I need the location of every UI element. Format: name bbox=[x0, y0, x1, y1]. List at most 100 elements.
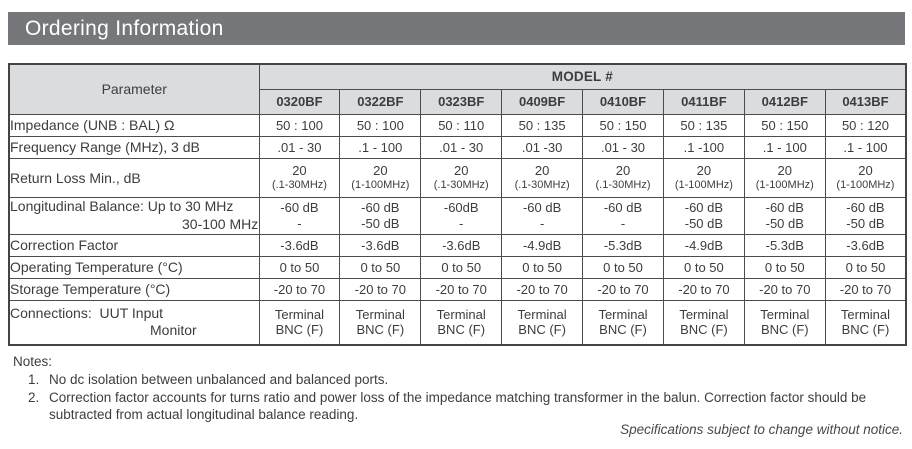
table-cell: -3.6dB bbox=[420, 233, 503, 257]
model-numbers-row: 0320BF 0322BF 0323BF 0409BF 0410BF 0411B… bbox=[9, 88, 907, 115]
table-cell: 50 : 135 bbox=[501, 113, 584, 137]
cell-value-30mhz: -60 dB bbox=[846, 199, 885, 215]
table-cell: .1 -100 bbox=[662, 135, 745, 159]
cell-connector-type: Terminal bbox=[436, 306, 486, 322]
row-label-line1: Longitudinal Balance: Up to 30 MHz bbox=[10, 198, 234, 215]
note-item: 2. Correction factor accounts for turns … bbox=[13, 389, 912, 424]
table-cell: Terminal BNC (F) bbox=[582, 299, 664, 346]
table-cell: .01 -30 bbox=[501, 135, 584, 159]
table-cell: -20 to 70 bbox=[420, 277, 503, 301]
page-title: Ordering Information bbox=[8, 12, 905, 45]
table-cell: -60 dB - bbox=[501, 196, 584, 235]
cell-value-30mhz: -60 dB bbox=[765, 199, 804, 215]
table-cell: -20 to 70 bbox=[582, 277, 664, 301]
table-cell: Terminal BNC (F) bbox=[258, 299, 341, 346]
note-number: 1. bbox=[28, 372, 40, 388]
table-cell: -20 to 70 bbox=[824, 277, 907, 301]
table-cell: 20 (1-100MHz) bbox=[743, 157, 826, 198]
table-cell: -3.6dB bbox=[824, 233, 907, 257]
cell-connector-spec: BNC (F) bbox=[356, 322, 405, 338]
row-storage-temperature: Storage Temperature (°C) -20 to 70 -20 t… bbox=[8, 277, 907, 301]
cell-connector-type: Terminal bbox=[598, 306, 648, 322]
table-cell: Terminal BNC (F) bbox=[501, 299, 584, 346]
row-label-line2: 30-100 MHz bbox=[182, 215, 259, 232]
table-cell: -4.9dB bbox=[662, 233, 745, 257]
table-cell: -60 dB -50 dB bbox=[743, 196, 826, 235]
row-label: Operating Temperature (°C) bbox=[8, 255, 260, 279]
model-header-0320bf: 0320BF bbox=[258, 88, 341, 115]
cell-connector-type: Terminal bbox=[274, 306, 324, 322]
row-correction-factor: Correction Factor -3.6dB -3.6dB -3.6dB -… bbox=[8, 233, 907, 257]
specifications-disclaimer: Specifications subject to change without… bbox=[620, 422, 903, 437]
table-cell: 0 to 50 bbox=[501, 255, 584, 279]
cell-value: 20 bbox=[615, 163, 631, 179]
cell-value-100mhz: -50 dB bbox=[361, 215, 400, 231]
table-cell: -4.9dB bbox=[501, 233, 584, 257]
table-cell: .01 - 30 bbox=[258, 135, 341, 159]
table-cell: 0 to 50 bbox=[339, 255, 422, 279]
row-label: Return Loss Min., dB bbox=[8, 157, 260, 198]
row-label-line1: Connections: UUT Input bbox=[10, 305, 164, 322]
table-cell: Terminal BNC (F) bbox=[743, 299, 826, 346]
cell-range: (.1-30MHz) bbox=[271, 178, 327, 191]
table-cell: 20 (1-100MHz) bbox=[824, 157, 907, 198]
cell-value-30mhz: -60 dB bbox=[280, 199, 319, 215]
model-header-0412bf: 0412BF bbox=[743, 88, 826, 115]
ordering-information-table: Parameter MODEL # 0320BF 0322BF 0323BF 0… bbox=[8, 63, 908, 346]
table-cell: 50 : 150 bbox=[743, 113, 826, 137]
row-return-loss: Return Loss Min., dB 20 (.1-30MHz) 20 (1-1… bbox=[8, 157, 907, 198]
cell-value-30mhz: -60 dB bbox=[603, 199, 643, 215]
cell-value-100mhz: - bbox=[297, 215, 302, 231]
cell-range: (1-100MHz) bbox=[755, 178, 814, 191]
table-cell: Terminal BNC (F) bbox=[824, 299, 907, 346]
table-cell: 50 : 120 bbox=[824, 113, 907, 137]
cell-value-100mhz: -50 dB bbox=[765, 215, 804, 231]
cell-value-30mhz: -60 dB bbox=[522, 199, 562, 215]
model-header-0411bf: 0411BF bbox=[662, 88, 745, 115]
cell-value: 20 bbox=[534, 163, 550, 179]
cell-value-30mhz: -60 dB bbox=[361, 199, 400, 215]
cell-connector-type: Terminal bbox=[355, 306, 405, 322]
cell-connector-spec: BNC (F) bbox=[437, 322, 486, 338]
table-cell: -3.6dB bbox=[339, 233, 422, 257]
table-cell: -60dB - bbox=[420, 196, 503, 235]
table-cell: Terminal BNC (F) bbox=[339, 299, 422, 346]
cell-value: 20 bbox=[453, 163, 469, 179]
cell-value-100mhz: - bbox=[539, 215, 545, 231]
table-cell: -20 to 70 bbox=[501, 277, 584, 301]
cell-value-100mhz: - bbox=[459, 215, 464, 231]
model-header-0413bf: 0413BF bbox=[824, 88, 907, 115]
cell-connector-spec: BNC (F) bbox=[760, 322, 809, 338]
row-impedance: Impedance (UNB : BAL) Ω 50 : 100 50 : 10… bbox=[8, 113, 907, 137]
model-header-0323bf: 0323BF bbox=[420, 88, 503, 115]
table-cell: Terminal BNC (F) bbox=[662, 299, 745, 346]
cell-value: 20 bbox=[777, 163, 793, 179]
table-cell: 50 : 150 bbox=[582, 113, 664, 137]
notes-heading: Notes: bbox=[13, 354, 53, 369]
table-cell: 0 to 50 bbox=[662, 255, 745, 279]
cell-value: 20 bbox=[373, 163, 388, 179]
table-cell: .1 - 100 bbox=[743, 135, 826, 159]
table-cell: -20 to 70 bbox=[339, 277, 422, 301]
cell-range: (.1-30MHz) bbox=[514, 178, 570, 191]
cell-range: (1-100MHz) bbox=[674, 178, 733, 191]
row-longitudinal-balance: Longitudinal Balance: Up to 30 MHz 30-100… bbox=[8, 196, 907, 235]
table-cell: 20 (.1-30MHz) bbox=[582, 157, 664, 198]
table-cell: .01 - 30 bbox=[582, 135, 664, 159]
table-cell: 50 : 100 bbox=[258, 113, 341, 137]
table-cell: .01 - 30 bbox=[420, 135, 503, 159]
table-cell: 20 (.1-30MHz) bbox=[258, 157, 341, 198]
cell-value: 20 bbox=[292, 163, 307, 179]
table-cell: 0 to 50 bbox=[743, 255, 826, 279]
cell-range: (1-100MHz) bbox=[836, 178, 895, 191]
cell-connector-type: Terminal bbox=[840, 306, 891, 322]
cell-range: (.1-30MHz) bbox=[595, 178, 651, 191]
table-cell: -60 dB -50 dB bbox=[662, 196, 745, 235]
parameter-column-header: Parameter bbox=[8, 63, 260, 115]
row-label: Correction Factor bbox=[8, 233, 260, 257]
table-cell: -5.3dB bbox=[743, 233, 826, 257]
table-cell: 50 : 100 bbox=[339, 113, 422, 137]
cell-value: 20 bbox=[858, 163, 873, 179]
cell-connector-spec: BNC (F) bbox=[518, 322, 566, 338]
table-cell: 20 (.1-30MHz) bbox=[501, 157, 584, 198]
